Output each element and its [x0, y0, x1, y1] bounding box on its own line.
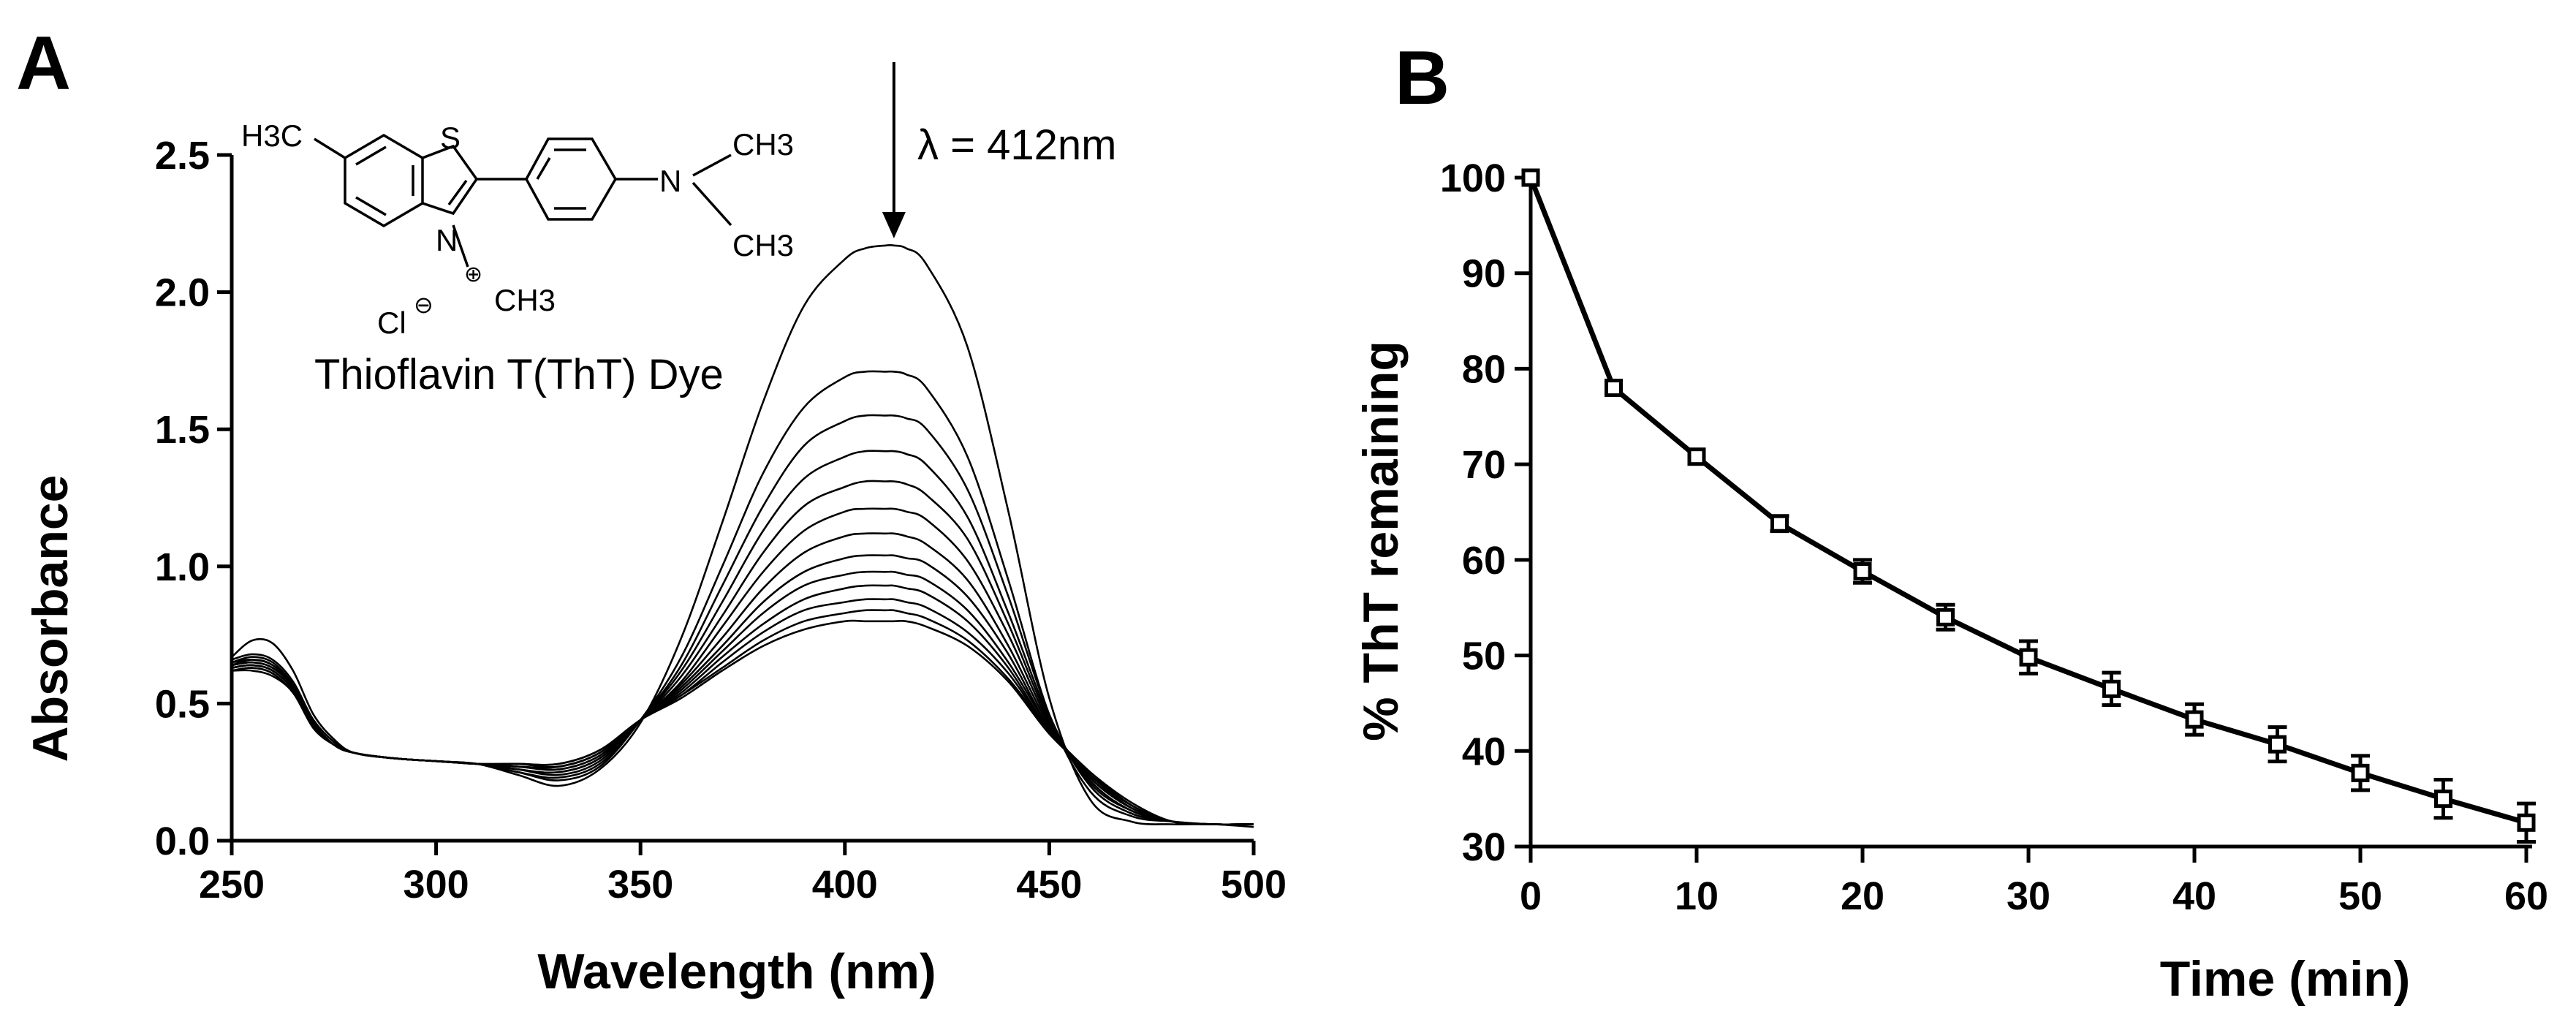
- panel-a-y-tick-label: 0.0: [155, 820, 210, 863]
- panel-b-y-tick-label: 40: [1462, 730, 1506, 773]
- chloride-label: Cl: [377, 306, 406, 340]
- panel-a-y-tick-label: 0.5: [155, 682, 210, 726]
- peak-arrow-head: [882, 212, 906, 238]
- panel-b-ticks: 0 10 20 30 40 50 60 30 40 50 60 70 80 90 100: [1440, 156, 2548, 918]
- amine-methyl-top-label: CH3: [732, 127, 794, 162]
- panel-a-x-tick-label: 500: [1221, 863, 1287, 906]
- benzene-double-bond: [355, 145, 387, 166]
- panel-b-y-tick-label: 50: [1462, 635, 1506, 678]
- panel-b-y-tick-label: 70: [1462, 443, 1506, 487]
- spectrum-line-10-min: [231, 414, 1254, 826]
- ring-nitrogen-label: N: [436, 223, 458, 257]
- panel-b-x-tick-label: 0: [1520, 874, 1542, 918]
- panel-a-label: A: [16, 21, 71, 106]
- structure-caption: Thioflavin T(ThT) Dye: [314, 351, 724, 398]
- panel-a-y-tick-label: 2.0: [155, 271, 210, 315]
- panel-a-spectra: [231, 244, 1254, 828]
- data-point: [2351, 763, 2370, 782]
- phenyl-ring: [525, 137, 618, 221]
- panel-a-xlabel: Wavelength (nm): [537, 944, 936, 999]
- amine-methyl-bond: [692, 181, 732, 227]
- panel-a-ylabel: Absorbance: [23, 475, 78, 762]
- data-point: [2434, 790, 2452, 809]
- panel-b-ylabel: % ThT remaining: [1353, 341, 1409, 741]
- spectrum-line-15-min: [231, 450, 1254, 826]
- methyl-label: H3C: [241, 118, 303, 153]
- panel-a-x-tick-label: 250: [199, 863, 265, 906]
- benzene-double-bond: [355, 196, 387, 216]
- minus-charge: ⊖: [414, 291, 433, 319]
- panel-b-y-tick-label: 60: [1462, 539, 1506, 583]
- panel-b-xlabel: Time (min): [2160, 951, 2411, 1007]
- panel-b-x-tick-label: 40: [2172, 874, 2216, 918]
- data-point: [2268, 735, 2287, 754]
- decay-line: [1528, 176, 2527, 825]
- panel-b-y-tick-label: 100: [1440, 156, 1506, 200]
- panel-b-x-tick-label: 30: [2007, 874, 2050, 918]
- panel-b-label: B: [1395, 36, 1450, 121]
- data-point: [2517, 813, 2536, 832]
- thioflavin-structure: [314, 133, 732, 268]
- panel-b-y-tick-label: 30: [1462, 825, 1506, 869]
- phenyl-double-bond: [536, 157, 551, 180]
- panel-b-y-tick-label: 80: [1462, 347, 1506, 391]
- data-point: [1521, 168, 1540, 187]
- data-point: [1687, 447, 1706, 466]
- spectrum-line-45-min: [231, 584, 1254, 826]
- amine-nitrogen-label: N: [659, 164, 681, 198]
- methyl-bond: [314, 137, 346, 159]
- panel-a-y-tick-label: 1.5: [155, 408, 210, 452]
- amine-methyl-bond: [692, 154, 732, 177]
- panel-b-x-tick-label: 50: [2338, 874, 2382, 918]
- n-methyl-bond: [452, 224, 469, 268]
- data-point: [1936, 607, 1955, 627]
- data-point: [1853, 562, 1872, 581]
- panel-b-x-tick-label: 20: [1841, 874, 1884, 918]
- amine-methyl-bottom-label: CH3: [732, 228, 794, 262]
- plus-charge: ⊕: [464, 262, 482, 287]
- spectrum-line-25-min: [231, 507, 1254, 826]
- panel-a-ticks: 250 300 350 400 450 500 0.0 0.5 1.0 1.5 2.0 2.5: [155, 134, 1287, 906]
- data-point: [2102, 679, 2121, 698]
- panel-a-x-tick-label: 400: [812, 863, 878, 906]
- panel-a-x-tick-label: 350: [607, 863, 673, 906]
- panel-a-axes: [221, 155, 1254, 851]
- panel-b-axes: [1519, 172, 2532, 858]
- data-point: [2019, 648, 2038, 667]
- panel-b-series: [1521, 168, 2536, 844]
- panel-a-y-tick-label: 1.0: [155, 545, 210, 589]
- panel-a-x-tick-label: 300: [404, 863, 469, 906]
- data-point: [1770, 514, 1789, 533]
- panel-b-x-tick-label: 10: [1675, 874, 1719, 918]
- peak-annotation: λ = 412nm: [917, 121, 1116, 169]
- thiazole-double-bond: [447, 179, 468, 206]
- sulfur-label: S: [440, 121, 461, 155]
- data-point: [1605, 379, 1623, 398]
- panel-a-y-tick-label: 2.5: [155, 134, 210, 178]
- panel-b-x-tick-label: 60: [2504, 874, 2548, 918]
- spectrum-line-60-min: [231, 619, 1254, 826]
- panel-b-y-tick-label: 90: [1462, 252, 1506, 296]
- n-methyl-label: CH3: [494, 283, 556, 317]
- data-point: [2185, 710, 2204, 729]
- panel-a-x-tick-label: 450: [1016, 863, 1082, 906]
